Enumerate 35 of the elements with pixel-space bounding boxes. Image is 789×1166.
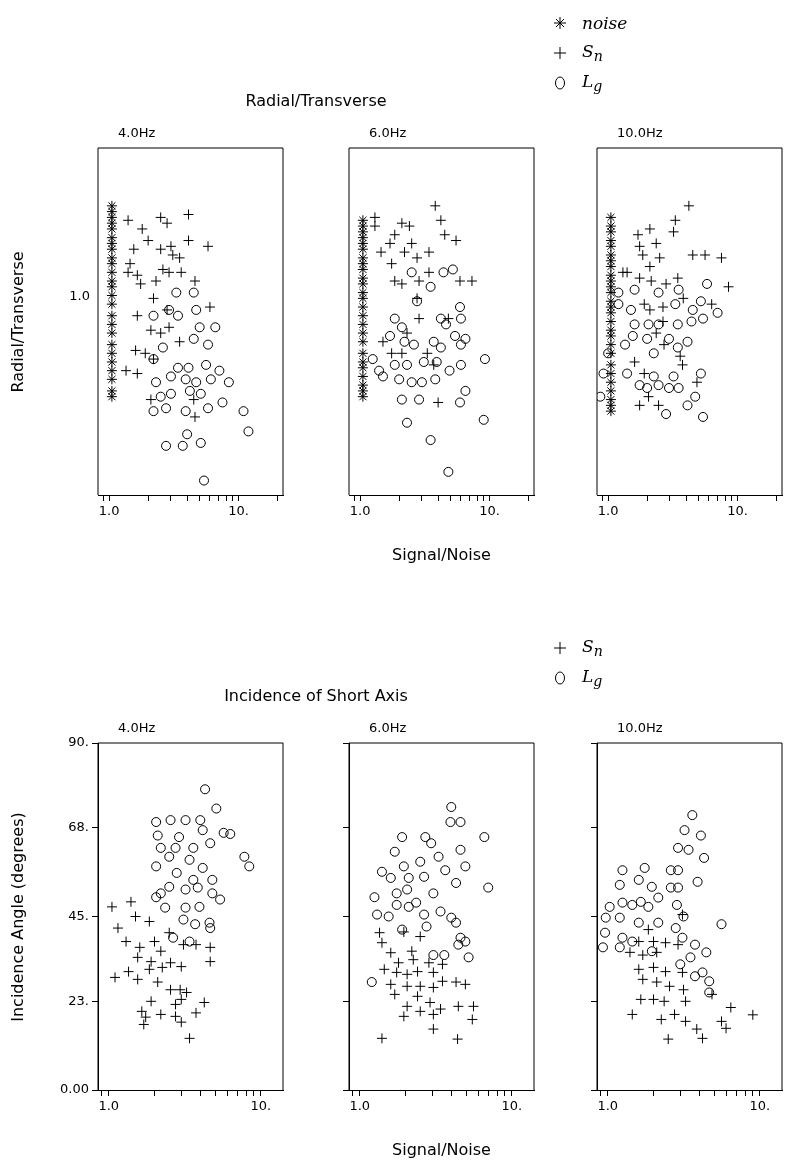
x-tick-label: 10. [479,503,500,519]
x-tick-label: 1.0 [597,503,619,519]
x-tick-label: 10. [228,503,249,519]
x-tick-label: 1.0 [597,1098,619,1114]
x-tick-label: 10. [501,1098,523,1114]
legend-label: L$_{g}$ [582,666,603,690]
chart-subtitle: 4.0Hz [118,720,156,735]
x-tick-label: 1.0 [98,503,120,519]
x-tick-label: 10. [749,1098,771,1114]
text: 1.0 [68,288,90,304]
chart-subtitle: 6.0Hz [369,125,407,140]
x-axis-title: Signal/Noise [391,1140,492,1159]
legend-label: S$_{n}$ [582,41,603,65]
x-tick-label: 1.0 [98,1098,120,1114]
text: Radial/Transverse [244,91,388,110]
legend-label: noise [582,13,628,33]
chart-subtitle: 4.0Hz [118,125,156,140]
y-tick-label: 90. [68,734,89,750]
chart-subtitle: 10.0Hz [617,125,663,140]
y-tick-label: 45. [68,907,89,923]
x-tick-label: 1.0 [349,1098,371,1114]
y-axis-title: Incidence Angle (degrees) [8,810,28,1024]
chart-subtitle: 6.0Hz [369,720,407,735]
chart-subtitle: 10.0Hz [617,720,663,735]
x-tick-label: 10. [727,503,748,519]
legend-label: S$_{n}$ [582,636,603,660]
legend-label: L$_{g}$ [582,71,603,95]
x-axis-title: Signal/Noise [391,545,492,564]
y-tick-label: 0.00 [60,1081,89,1097]
x-tick-label: 1.0 [349,503,371,519]
y-tick-label: 68. [68,819,89,835]
x-tick-label: 10. [250,1098,272,1114]
y-tick-label: 23. [68,992,89,1008]
y-axis-title: Radial/Transverse [8,249,28,395]
text: Incidence of Short Axis [223,686,409,705]
